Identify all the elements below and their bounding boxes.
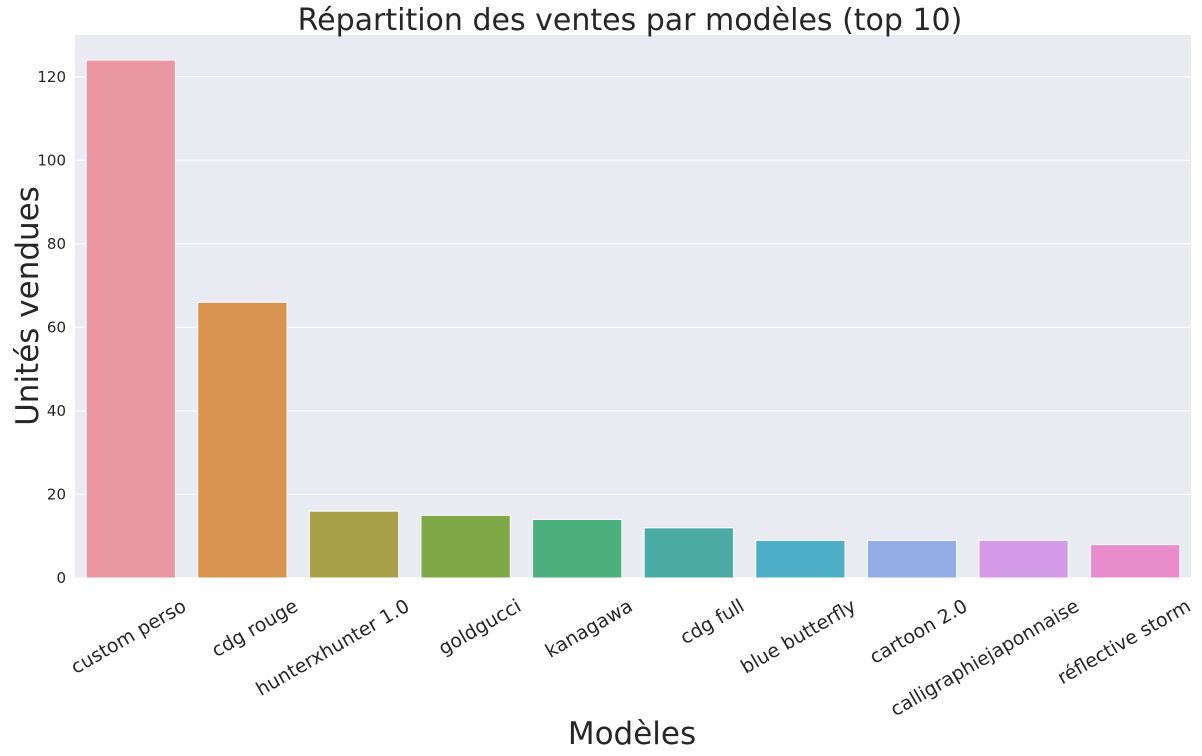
bar-kanagawa (532, 519, 623, 579)
y-axis-ticks: 0 20 40 60 80 100 120 (37, 68, 66, 587)
x-tick-label: cdg full (677, 595, 749, 649)
y-tick-label: 60 (47, 318, 66, 336)
y-tick-label: 0 (56, 569, 66, 587)
x-tick-label: custom perso (67, 595, 190, 679)
chart-title: Répartition des ventes par modèles (top … (298, 3, 963, 38)
bar-cdg-full (643, 527, 734, 579)
x-tick-label: calligraphiejaponnaise (887, 595, 1083, 721)
x-tick-label: cartoon 2.0 (866, 595, 971, 669)
x-tick-label: cdg rouge (208, 595, 302, 662)
x-tick-label: blue butterfly (737, 595, 860, 678)
bar-blue-butterfly (755, 539, 846, 579)
bars (85, 59, 1181, 579)
y-tick-label: 120 (37, 68, 66, 86)
bar-cartoon-2-0 (866, 539, 958, 579)
x-tick-label: kanagawa (542, 595, 637, 662)
y-tick-label: 40 (47, 402, 66, 420)
y-tick-label: 20 (47, 485, 66, 503)
y-tick-label: 80 (47, 235, 66, 253)
bar-calligraphiejaponnaise (978, 539, 1069, 579)
y-tick-label: 100 (37, 151, 66, 169)
bar-custom-perso (85, 59, 176, 579)
bar-cdg-rouge (197, 301, 288, 579)
bar-r-flective-storm (1090, 544, 1181, 579)
x-tick-label: goldgucci (435, 595, 525, 660)
y-axis-title: Unités vendues (10, 186, 46, 426)
bar-hunterxhunter-1-0 (308, 510, 400, 579)
x-axis-title: Modèles (568, 716, 696, 752)
bar-goldgucci (420, 514, 511, 579)
